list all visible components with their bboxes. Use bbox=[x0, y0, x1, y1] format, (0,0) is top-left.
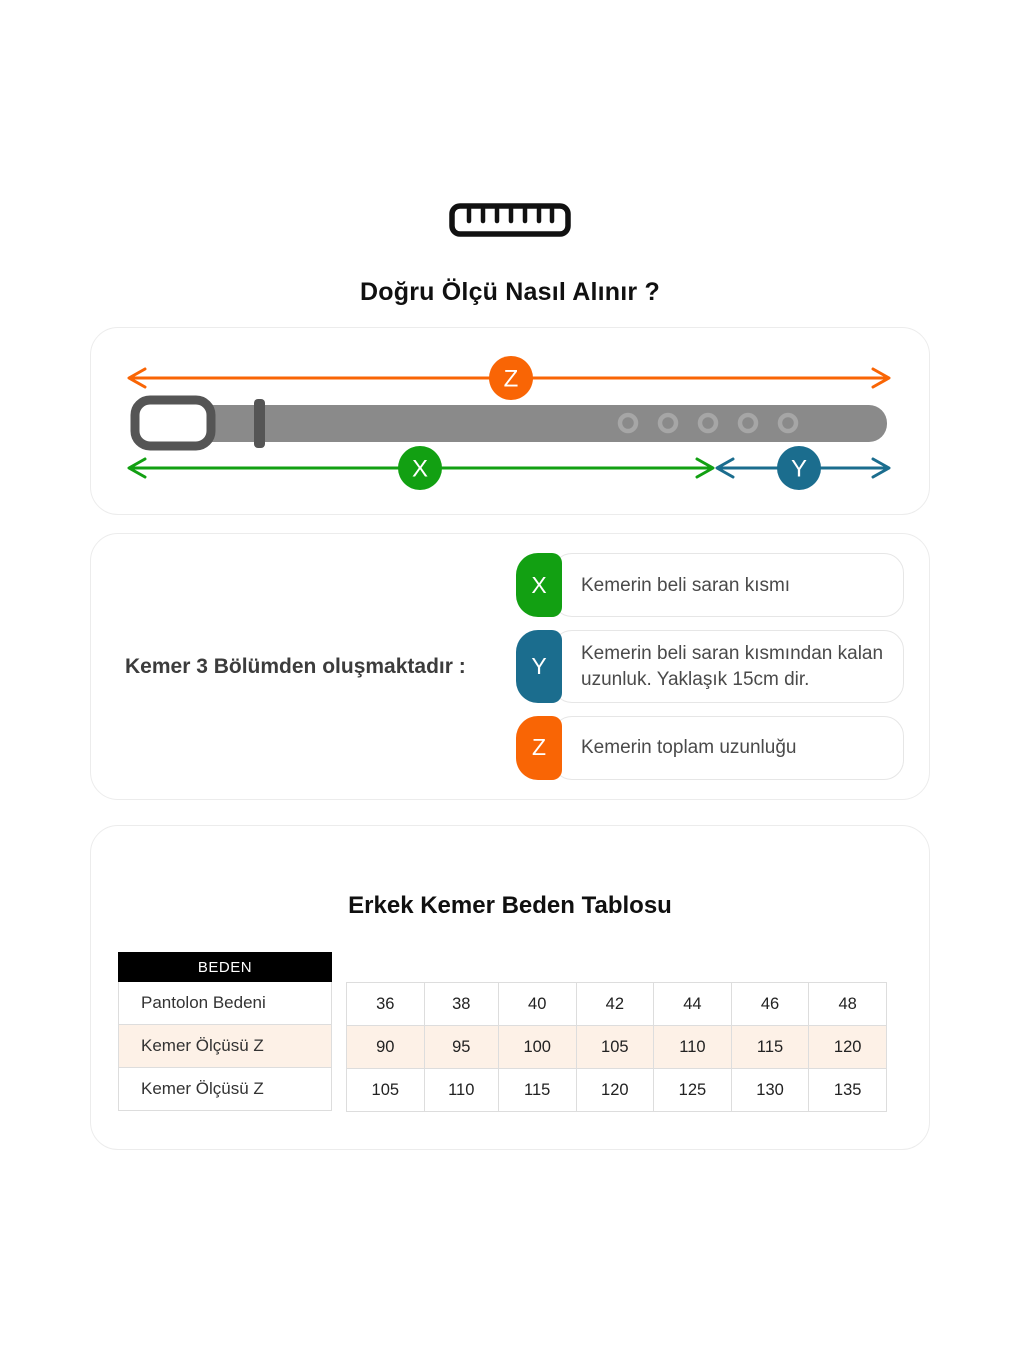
belt-holes bbox=[617, 412, 799, 434]
size-table: BEDEN Pantolon Bedeni Kemer Ölçüsü Z Kem… bbox=[118, 952, 887, 1112]
legend-text-z: Kemerin toplam uzunluğu bbox=[552, 715, 904, 780]
legend-card: Kemer 3 Bölümden oluşmaktadır : X Kemeri… bbox=[90, 533, 930, 800]
cell: 95 bbox=[423, 1025, 499, 1069]
page-title: Doğru Ölçü Nasıl Alınır ? bbox=[360, 278, 660, 306]
row-label-pantolon-bedeni: Pantolon Bedeni bbox=[118, 982, 332, 1025]
legend-item-y: Y Kemerin beli saran kısmından kalan uzu… bbox=[516, 630, 904, 703]
legend-item-x: X Kemerin beli saran kısmı bbox=[516, 553, 904, 618]
z-badge-label: Z bbox=[504, 366, 519, 393]
size-table-labels: BEDEN Pantolon Bedeni Kemer Ölçüsü Z Kem… bbox=[118, 952, 332, 1112]
cell: 105 bbox=[346, 1068, 425, 1112]
size-table-values: 36 38 40 42 44 46 48 90 95 100 105 110 bbox=[346, 982, 887, 1112]
legend-badge-z: Z bbox=[516, 715, 562, 780]
cell: 46 bbox=[730, 982, 810, 1026]
x-badge bbox=[398, 446, 442, 490]
legend-item-z: Z Kemerin toplam uzunluğu bbox=[516, 715, 904, 780]
table-row: 90 95 100 105 110 115 120 bbox=[346, 1025, 887, 1069]
legend-text-x: Kemerin beli saran kısmı bbox=[552, 553, 904, 618]
cell: 90 bbox=[346, 1025, 425, 1069]
table-row: 105 110 115 120 125 130 135 bbox=[346, 1068, 887, 1112]
cell: 42 bbox=[575, 982, 655, 1026]
legend-heading: Kemer 3 Bölümden oluşmaktadır : bbox=[125, 654, 466, 678]
cell: 115 bbox=[730, 1025, 810, 1069]
legend-badge-y: Y bbox=[516, 630, 562, 703]
size-table-card: Erkek Kemer Beden Tablosu BEDEN Pantolon… bbox=[90, 825, 930, 1150]
table-row: 36 38 40 42 44 46 48 bbox=[346, 982, 887, 1026]
cell: 48 bbox=[808, 982, 887, 1026]
legend-list: X Kemerin beli saran kısmı Y Kemerin bel… bbox=[516, 553, 904, 780]
cell: 38 bbox=[423, 982, 499, 1026]
belt-graphic bbox=[130, 395, 887, 451]
belt-diagram-card: Z X bbox=[90, 327, 930, 515]
belt-buckle bbox=[130, 395, 216, 451]
belt-diagram: Z X bbox=[127, 356, 891, 490]
cell: 40 bbox=[497, 982, 577, 1026]
cell: 100 bbox=[497, 1025, 577, 1069]
cell: 110 bbox=[423, 1068, 499, 1112]
size-table-corner-header: BEDEN bbox=[118, 952, 332, 982]
cell: 135 bbox=[808, 1068, 887, 1112]
cell: 115 bbox=[497, 1068, 577, 1112]
z-badge bbox=[489, 356, 533, 400]
cell: 44 bbox=[653, 982, 732, 1026]
size-table-title: Erkek Kemer Beden Tablosu bbox=[348, 892, 672, 919]
cell: 125 bbox=[653, 1068, 732, 1112]
row-label-kemer-olcusu-1: Kemer Ölçüsü Z bbox=[118, 1025, 332, 1068]
ruler-icon bbox=[449, 203, 571, 237]
cell: 105 bbox=[575, 1025, 655, 1069]
cell: 110 bbox=[653, 1025, 732, 1069]
cell: 36 bbox=[346, 982, 425, 1026]
legend-text-y: Kemerin beli saran kısmından kalan uzunl… bbox=[552, 630, 904, 703]
y-badge bbox=[777, 446, 821, 490]
belt-keeper bbox=[254, 399, 265, 448]
y-badge-label: Y bbox=[791, 456, 807, 483]
ruler-icon-wrap bbox=[0, 0, 1020, 238]
cell: 120 bbox=[575, 1068, 655, 1112]
cell: 130 bbox=[730, 1068, 810, 1112]
row-label-kemer-olcusu-2: Kemer Ölçüsü Z bbox=[118, 1068, 332, 1111]
cell: 120 bbox=[808, 1025, 887, 1069]
legend-badge-x: X bbox=[516, 553, 562, 618]
x-badge-label: X bbox=[412, 456, 428, 483]
